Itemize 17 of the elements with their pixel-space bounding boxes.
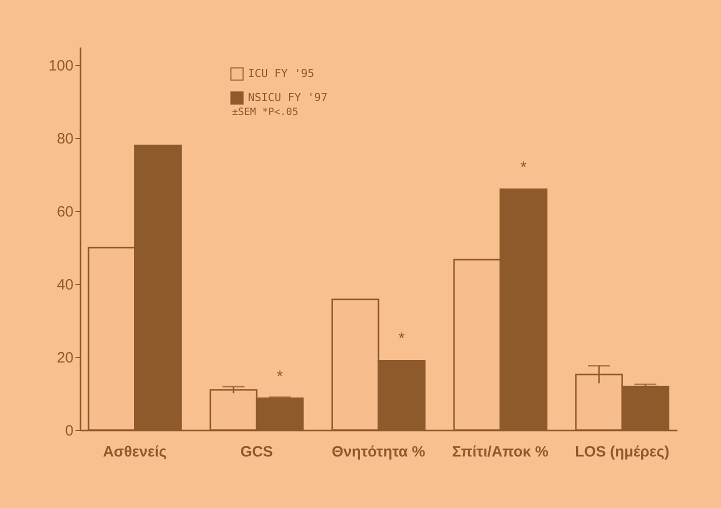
- annotation: *: [276, 368, 283, 386]
- x-tick-label: Σπίτι/Αποκ %: [452, 444, 549, 460]
- x-tick-label: Θνητότητα %: [332, 444, 426, 460]
- x-tick-label: Ασθενείς: [102, 444, 167, 460]
- legend-label: ICU FY '95: [248, 67, 314, 80]
- y-tick-label: 20: [56, 350, 74, 367]
- y-tick-label: 40: [56, 276, 74, 294]
- annotation: *: [520, 159, 527, 176]
- annotation: *: [398, 330, 405, 348]
- x-tick-label: GCS: [240, 444, 273, 460]
- y-tick-label: 80: [56, 130, 74, 148]
- x-tick-label: LOS (ημέρες): [575, 444, 670, 460]
- y-tick-label: 100: [48, 58, 74, 75]
- y-tick-label: 0: [65, 422, 74, 440]
- y-tick-label: 60: [56, 204, 74, 221]
- legend-label: NSICU FY '97: [248, 91, 328, 104]
- annotation: ±SEM *P<.05: [232, 107, 298, 118]
